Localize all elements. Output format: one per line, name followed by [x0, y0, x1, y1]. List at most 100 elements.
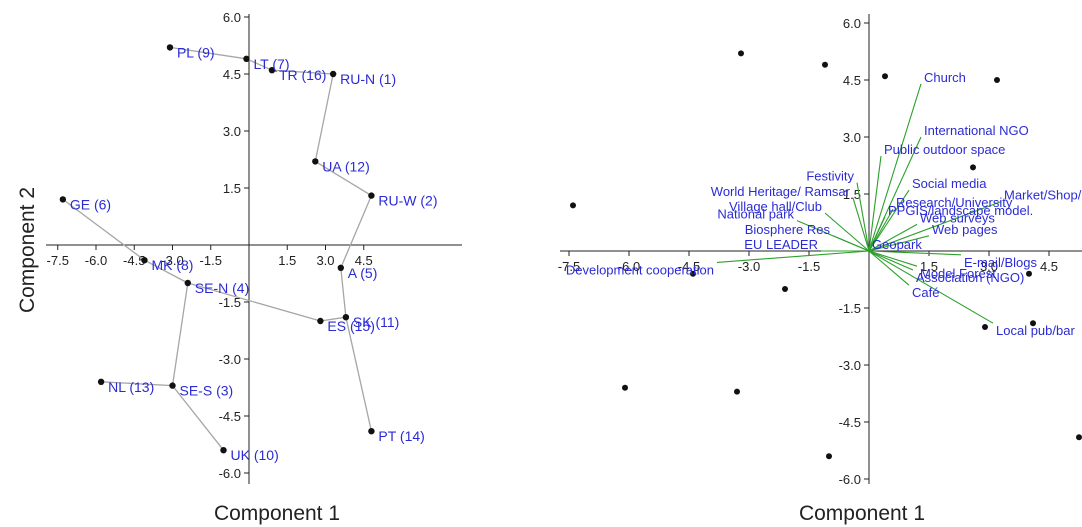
vector-label-ppgis-landscape-model: PPGIS/landscape model. — [888, 203, 1033, 218]
vector-label-association-ngo: Association (NGO) — [916, 270, 1024, 285]
biplot-left-panel: -7.5 -6.0 -4.5 -3.0 -1.5 1.5 3.0 4.5 6.0 4.5 3.0 1.… — [16, 10, 462, 525]
right-point-5 — [970, 164, 976, 171]
right-point-12 — [622, 384, 628, 391]
right-y-tick-label: 6.0 — [843, 16, 861, 31]
right-point-7 — [690, 270, 696, 277]
point-pt-14 — [368, 428, 375, 435]
left-x-tick-label: -7.5 — [47, 253, 69, 268]
link-lt-7-to-tr-16 — [246, 58, 273, 71]
vector-ppgis-landscape-model — [868, 216, 886, 252]
link-pl-9-to-lt-7 — [169, 46, 247, 60]
right-x-tick-label: 1.5 — [920, 259, 938, 274]
vector-label-village-hall-club: Village hall/Club — [729, 199, 822, 214]
point-label-se-s-3: SE-S (3) — [180, 383, 234, 399]
point-uk-10 — [220, 447, 227, 454]
right-point-4 — [994, 77, 1000, 83]
right-point-13 — [734, 388, 740, 395]
point-se-n-4 — [184, 279, 191, 287]
left-y-tick-label: 4.5 — [223, 67, 241, 82]
vector-biosphere-res — [832, 235, 870, 252]
right-point-2 — [822, 61, 828, 68]
left-x-tick-label: 1.5 — [278, 253, 296, 268]
point-label-nl-13: NL (13) — [108, 379, 154, 395]
right-point-1 — [738, 50, 744, 57]
vector-label-research-university: Research/University — [896, 195, 1013, 210]
point-label-tr-16: TR (16) — [279, 67, 326, 83]
right-axes: -7.5 -6.0 -4.5 -3.0 -1.5 1.5 3.0 4.5 6.0 4.5 3.0 1.… — [558, 14, 1082, 487]
point-label-ge-6: GE (6) — [70, 196, 111, 212]
link-es-15-to-se-n-4 — [187, 282, 321, 322]
vector-label-festivity: Festivity — [806, 169, 854, 184]
point-ua-12 — [312, 158, 319, 165]
right-vector-labels: Church International NGO Public outdoor sp… — [566, 70, 1082, 338]
right-point-14 — [1076, 434, 1082, 441]
point-ge-6 — [59, 196, 67, 203]
right-point-15 — [826, 453, 832, 460]
vector-social-media — [868, 189, 910, 252]
vector-web-pages — [868, 235, 930, 252]
left-y-tick-label: -6.0 — [219, 466, 241, 481]
point-mk-8 — [141, 257, 148, 264]
vector-world-heritage-ramsar — [852, 197, 870, 252]
right-y-tick-label: -6.0 — [839, 472, 861, 487]
left-point-labels: PL (9) LT (7)TR (16) RU-N (1) UA (12) RU-W (… — [70, 44, 438, 463]
vector-church — [868, 83, 922, 252]
left-y-tick-label: 3.0 — [223, 124, 241, 139]
point-label-mk-8: MK (8) — [151, 257, 193, 273]
point-label-uk-10: UK (10) — [231, 447, 279, 463]
left-x-tick-label: 4.5 — [355, 253, 373, 268]
vector-label-international-ngo: International NGO — [924, 123, 1029, 138]
vector-label-development-cooperation: Development cooperation — [566, 262, 714, 277]
vector-market-shop — [868, 201, 1002, 252]
right-x-tick-label: -4.5 — [678, 259, 700, 274]
right-y-tick-label: 3.0 — [843, 130, 861, 145]
link-se-n-4-to-se-s-3 — [171, 282, 189, 386]
vector-model-forest — [868, 250, 918, 267]
link-tr-16-to-ru-n-1 — [271, 69, 334, 75]
vector-label-local-pub-bar: Local pub/bar — [996, 323, 1075, 338]
left-links — [62, 46, 373, 451]
vector-label-social-media: Social media — [912, 176, 987, 191]
point-ru-w-2 — [368, 192, 375, 199]
point-nl-13 — [97, 378, 105, 385]
right-x-axis-title: Component 1 — [799, 502, 925, 525]
link-se-s-3-to-uk-10 — [171, 385, 225, 451]
right-x-tick-label: -7.5 — [558, 259, 580, 274]
point-label-a-5: A (5) — [348, 265, 378, 281]
biplot-right-panel: -7.5 -6.0 -4.5 -3.0 -1.5 1.5 3.0 4.5 6.0 4.5 3.0 1.… — [558, 14, 1082, 525]
left-x-tick-label: -1.5 — [200, 253, 222, 268]
vector-association-ngo — [868, 250, 914, 271]
right-x-tick-label: 3.0 — [980, 259, 998, 274]
point-label-ua-12: UA (12) — [322, 158, 369, 174]
link-sk-11-to-pt-14 — [345, 317, 373, 432]
vector-web-surveys — [868, 223, 918, 252]
vector-label-eu-leader: EU LEADER — [744, 237, 818, 252]
vector-label-web-surveys: Web surveys — [920, 210, 995, 225]
vector-village-hall-club — [824, 212, 870, 252]
right-x-tick-label: -3.0 — [738, 259, 760, 274]
right-point-6 — [570, 202, 576, 209]
vector-public-outdoor-space — [868, 155, 882, 252]
point-label-ru-n-1: RU-N (1) — [340, 71, 396, 87]
right-points — [570, 50, 1082, 460]
left-y-tick-label: -1.5 — [219, 295, 241, 310]
left-axes: -7.5 -6.0 -4.5 -3.0 -1.5 1.5 3.0 4.5 6.0 4.5 3.0 1.… — [46, 10, 462, 484]
link-ru-w-2-to-a-5 — [340, 195, 372, 269]
left-y-tick-label: 6.0 — [223, 10, 241, 25]
link-ru-n-1-to-ua-12 — [314, 73, 334, 162]
left-points — [59, 44, 375, 454]
left-x-tick-label: 3.0 — [316, 253, 334, 268]
right-y-tick-label: 4.5 — [843, 73, 861, 88]
left-y-axis-title: Component 2 — [16, 187, 39, 313]
vector-label-public-outdoor-space: Public outdoor space — [884, 142, 1005, 157]
link-se-n-4-to-mk-8 — [144, 259, 189, 284]
point-es-15 — [317, 317, 324, 325]
left-x-tick-label: -3.0 — [161, 253, 183, 268]
right-y-tick-label: -4.5 — [839, 415, 861, 430]
point-tr-16 — [268, 67, 276, 74]
link-se-s-3-to-nl-13 — [101, 381, 173, 387]
vector-label-national-park: National park — [717, 207, 794, 222]
link-sk-11-to-es-15 — [320, 316, 346, 322]
point-a-5 — [337, 264, 344, 271]
